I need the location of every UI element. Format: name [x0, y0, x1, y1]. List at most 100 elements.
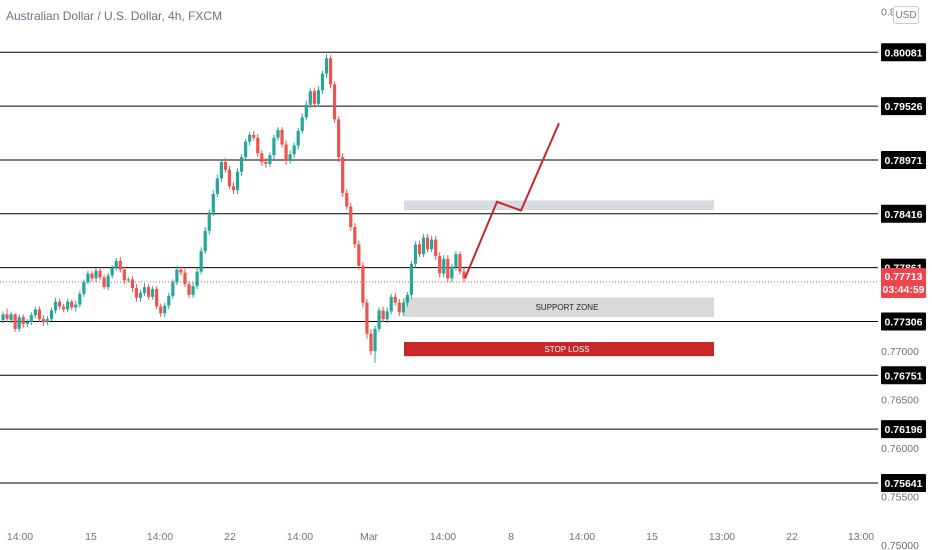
candle-body: [385, 311, 389, 320]
candle-up: [74, 300, 78, 312]
candle-body: [324, 58, 329, 74]
candle-down: [381, 306, 385, 323]
level-tag-value: 0.76196: [885, 424, 923, 436]
candle-up: [409, 260, 414, 299]
level-tag: [881, 312, 926, 331]
y-tick-label: 0.75500: [881, 492, 919, 504]
candle-body: [211, 194, 215, 213]
candle-body: [244, 141, 248, 158]
candle-down: [426, 233, 430, 253]
candle-body: [53, 301, 58, 311]
x-tick-label: 14:00: [147, 531, 173, 543]
candle-body: [94, 270, 98, 279]
candle-body: [239, 157, 244, 172]
candle-body: [167, 295, 171, 306]
candle-up: [304, 100, 308, 121]
candle-body: [462, 271, 466, 279]
candle-body: [296, 130, 300, 146]
candle-down: [21, 314, 25, 328]
candle-up: [324, 54, 329, 78]
candle-body: [203, 230, 207, 252]
candle-down: [361, 261, 365, 308]
stop-loss-zone: [404, 342, 714, 357]
candle-body: [29, 315, 33, 323]
candle-body: [74, 304, 78, 308]
candle-body: [195, 271, 199, 287]
candle-body: [130, 279, 135, 289]
x-tick-label: 14:00: [7, 531, 33, 543]
candle-up: [66, 298, 70, 313]
candle-up: [385, 307, 389, 324]
candle-body: [49, 310, 54, 320]
candle-up: [454, 251, 458, 271]
candle-body: [377, 310, 381, 329]
candle-down: [90, 270, 94, 282]
candle-down: [280, 127, 284, 148]
candle-body: [13, 314, 17, 329]
candle-body: [90, 273, 94, 279]
y-tick-label: 0.76000: [881, 443, 919, 455]
candle-down: [341, 153, 345, 197]
candle-body: [272, 137, 276, 156]
candle-up: [268, 152, 272, 167]
candle-down: [98, 267, 102, 281]
candle-body: [5, 314, 9, 320]
candle-body: [381, 310, 385, 320]
candle-up: [292, 142, 296, 159]
level-tag-value: 0.77306: [885, 316, 923, 328]
candle-body: [413, 244, 418, 264]
candle-body: [316, 90, 321, 104]
candle-body: [442, 258, 446, 274]
candle-down: [256, 133, 260, 158]
candle-body: [260, 153, 264, 162]
candle-down: [369, 328, 373, 356]
candle-body: [98, 270, 102, 278]
candle-down: [122, 266, 126, 285]
candle-body: [187, 284, 191, 295]
candle-body: [159, 306, 163, 314]
candle-up: [316, 86, 321, 107]
candle-body: [292, 145, 296, 155]
candle-up: [138, 290, 143, 302]
candle-body: [58, 301, 62, 307]
candle-body: [82, 282, 86, 294]
level-tag-value: 0.80081: [885, 47, 923, 59]
candle-down: [118, 257, 122, 273]
level-tag: [881, 204, 926, 223]
candle-down: [62, 303, 66, 313]
candle-up: [151, 286, 155, 300]
candle-body: [361, 265, 365, 303]
candle-up: [191, 282, 195, 298]
level-tag: [881, 473, 926, 492]
candle-body: [365, 302, 369, 334]
candle-up: [82, 279, 86, 297]
candle-body: [332, 84, 337, 120]
candle-down: [134, 284, 139, 302]
candle-up: [33, 306, 37, 319]
candle-body: [389, 296, 393, 312]
candle-body: [458, 254, 462, 272]
candle-down: [179, 266, 183, 276]
x-tick-label: 15: [646, 531, 658, 543]
candle-up: [377, 307, 381, 332]
currency-button[interactable]: USD: [893, 6, 919, 24]
candle-body: [134, 288, 139, 298]
candle-body: [106, 275, 110, 288]
candle-down: [357, 240, 361, 270]
candle-body: [207, 212, 211, 231]
candle-body: [227, 169, 232, 187]
candle-up: [296, 128, 300, 150]
x-tick-label: 13:00: [848, 531, 874, 543]
x-tick-label: 14:00: [287, 531, 313, 543]
candle-up: [401, 298, 405, 317]
x-tick-label: Mar: [360, 531, 379, 543]
candle-body: [9, 314, 13, 321]
candle-down: [332, 81, 337, 124]
candle-body: [41, 319, 46, 323]
candle-up: [413, 241, 418, 268]
candle-up: [389, 293, 393, 315]
candle-up: [78, 291, 82, 308]
y-tick-label: 0.76500: [881, 395, 919, 407]
candle-up: [110, 264, 114, 279]
